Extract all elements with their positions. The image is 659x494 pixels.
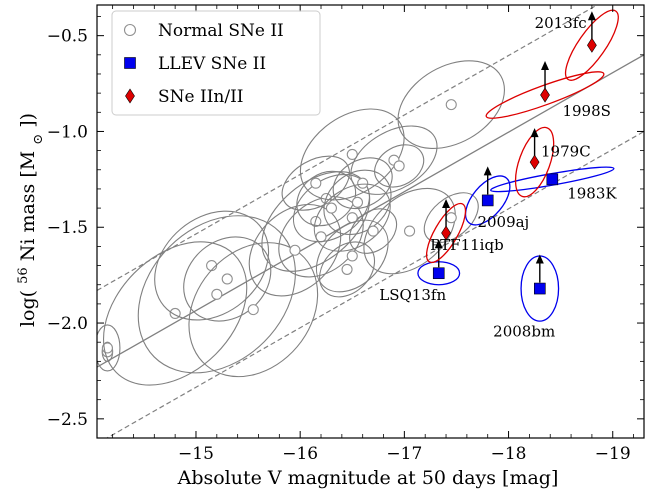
normal-sn-error-ellipse xyxy=(319,241,376,298)
normal-sn-marker xyxy=(346,250,358,262)
y-label-part-1: log( xyxy=(17,290,39,327)
sn-label-1979c: 1979C xyxy=(541,142,591,160)
y-axis-label: log( 56 Ni mass [M ⊙ ]) xyxy=(16,113,46,327)
normal-sn-marker xyxy=(404,225,416,237)
lower-limit-arrow-head xyxy=(530,128,539,138)
axes: −15 −16 −17 −18 −19 −2.5 −2.0 −1.5 −1.0 −0.5 xyxy=(47,4,645,464)
lower-limit-arrow-head xyxy=(541,61,550,71)
legend-label: Normal SNe II xyxy=(158,21,284,41)
y-label-superscript: 56 xyxy=(16,267,31,284)
iin-sn-error-ellipse xyxy=(425,202,467,264)
legend: Normal SNe II LLEV SNe II SNe IIn/II xyxy=(111,10,321,116)
normal-sn-marker xyxy=(367,225,379,237)
legend-square-marker xyxy=(124,57,136,69)
normal-sn-error-ellipse xyxy=(363,187,456,275)
y-tick-label: −1.5 xyxy=(47,218,88,238)
y-tick-label: −2.5 xyxy=(47,410,88,430)
normal-sn-error-ellipse xyxy=(137,215,296,374)
x-tick-label: −16 xyxy=(282,444,318,464)
sn-label-1998s: 1998S xyxy=(562,102,610,120)
normal-sn-marker xyxy=(445,99,457,111)
normal-sn-marker xyxy=(393,160,405,172)
normal-sn-marker xyxy=(221,273,233,285)
normal-sn-marker xyxy=(341,263,353,275)
iin-sn-marker xyxy=(587,37,597,53)
sn-label-2008bm: 2008bm xyxy=(493,322,555,340)
upper-band-line xyxy=(97,5,599,291)
normal-sn-marker xyxy=(346,148,358,160)
legend-label: SNe IIn/II xyxy=(158,87,244,107)
legend-circle-marker xyxy=(123,23,137,37)
normal-sn-marker xyxy=(351,196,364,208)
normal-sn-error-ellipse xyxy=(350,125,438,195)
llev-sn-marker xyxy=(534,282,546,295)
iin-sn-error-ellipse xyxy=(564,9,619,81)
normal-sn-marker xyxy=(247,304,259,316)
normal-sn-marker xyxy=(357,177,369,189)
y-tick-label: −0.5 xyxy=(47,27,88,47)
y-label-part-2: Ni mass [M xyxy=(17,151,39,262)
iin-sn-marker xyxy=(441,225,451,241)
x-tick-label: −19 xyxy=(595,444,631,464)
lower-limit-arrow-head xyxy=(483,166,492,176)
iin-sn-marker xyxy=(529,154,540,170)
lower-band-line xyxy=(105,130,644,438)
iin-sn-error-ellipse xyxy=(514,126,555,198)
llev-sn-marker xyxy=(546,173,559,186)
x-axis-label: Absolute V magnitude at 50 days [mag] xyxy=(177,467,559,489)
normal-sn-error-ellipse xyxy=(188,242,319,378)
normal-sn-error-ellipse xyxy=(97,324,121,372)
normal-sn-marker xyxy=(325,202,337,214)
normal-sn-error-ellipse xyxy=(323,169,392,236)
normal-sn-error-ellipse xyxy=(349,208,398,254)
lower-limit-arrow-head xyxy=(587,11,596,21)
iin-sn-error-ellipse xyxy=(485,71,605,119)
y-label-part-3: ]) xyxy=(17,113,39,128)
sn-label-1983k: 1983K xyxy=(567,185,617,203)
y-tick-label: −1.0 xyxy=(47,122,88,142)
normal-sn-error-ellipse xyxy=(102,241,248,386)
normal-sn-marker xyxy=(289,244,301,256)
llev-sn-marker xyxy=(481,194,494,207)
sn-label-2013fc: 2013fc xyxy=(535,14,587,32)
legend-diamond-marker xyxy=(125,88,135,104)
llev-sn-marker xyxy=(432,267,445,280)
sn-label-ptf11iqb: PTF11iqb xyxy=(430,236,504,254)
x-tick-label: −18 xyxy=(491,444,527,464)
legend-box xyxy=(111,10,321,116)
llev-sn-error-ellipse xyxy=(464,175,511,226)
normal-sn-error-ellipse xyxy=(374,144,425,188)
normal-sn-marker xyxy=(445,212,457,224)
normal-sn-error-ellipse xyxy=(397,60,505,150)
normal-sn-marker xyxy=(310,177,322,189)
lower-limit-arrow-head xyxy=(434,239,443,249)
y-tick-label: −2.0 xyxy=(47,314,88,334)
normal-sn-marker xyxy=(211,288,223,300)
iin-sn-marker xyxy=(540,87,550,103)
plot-area xyxy=(97,5,644,438)
normal-sn-error-ellipse xyxy=(423,192,479,244)
y-label-sun-symbol: ⊙ xyxy=(31,134,46,145)
lower-limit-arrow-head xyxy=(442,198,451,208)
plot-frame xyxy=(96,4,645,439)
normal-sn-error-ellipse xyxy=(154,210,270,321)
sn-label-2009aj: 2009aj xyxy=(477,213,529,231)
lower-limit-arrow-head xyxy=(535,254,544,264)
normal-sn-error-ellipse xyxy=(315,219,389,293)
sn-label-lsq13fn: LSQ13fn xyxy=(379,286,446,304)
sn-labels: 2013fc 1998S 1979C 1983K 2009aj PTF11iqb LSQ13… xyxy=(379,14,617,340)
x-tick-label: −17 xyxy=(386,444,422,464)
legend-label: LLEV SNe II xyxy=(158,54,266,74)
x-tick-label: −15 xyxy=(178,444,214,464)
normal-sn-error-ellipse xyxy=(332,157,393,210)
